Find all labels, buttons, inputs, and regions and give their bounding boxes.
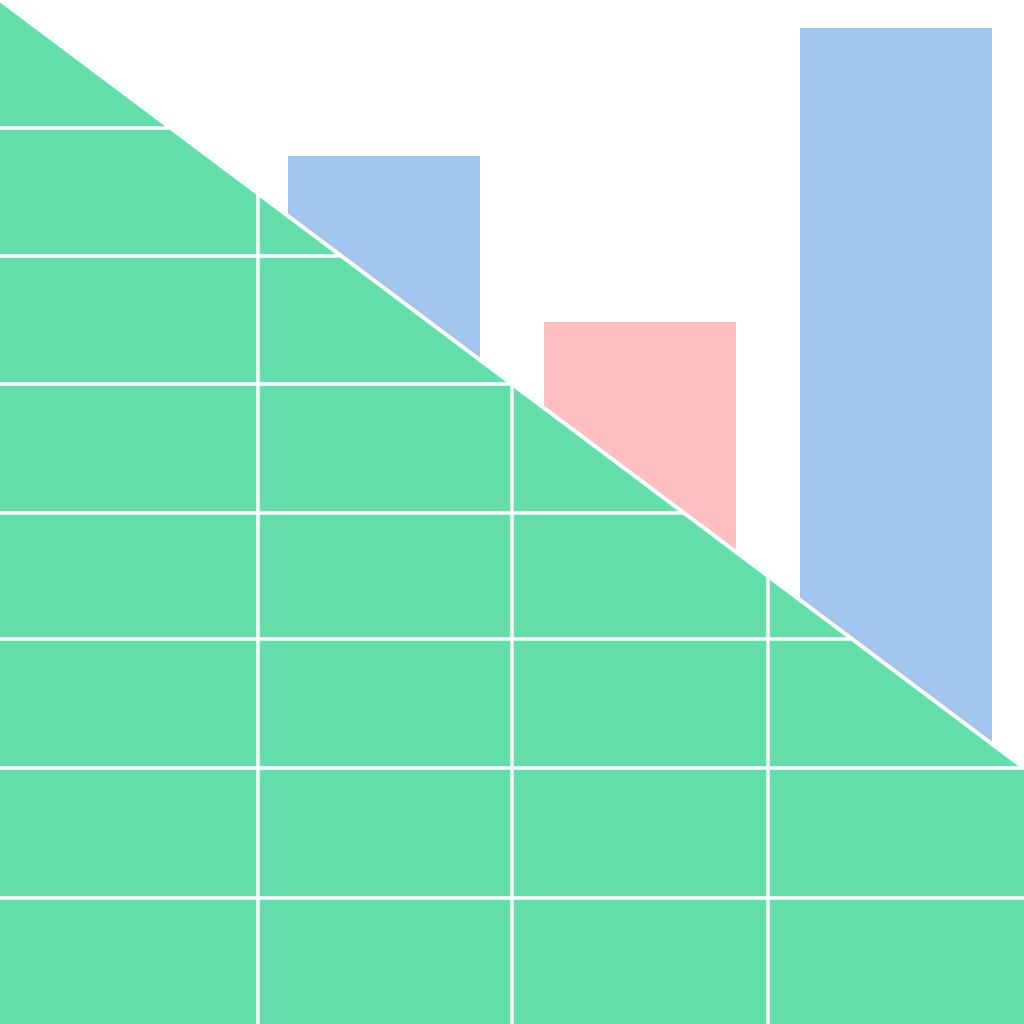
diagonal-divider — [0, 0, 1024, 771]
